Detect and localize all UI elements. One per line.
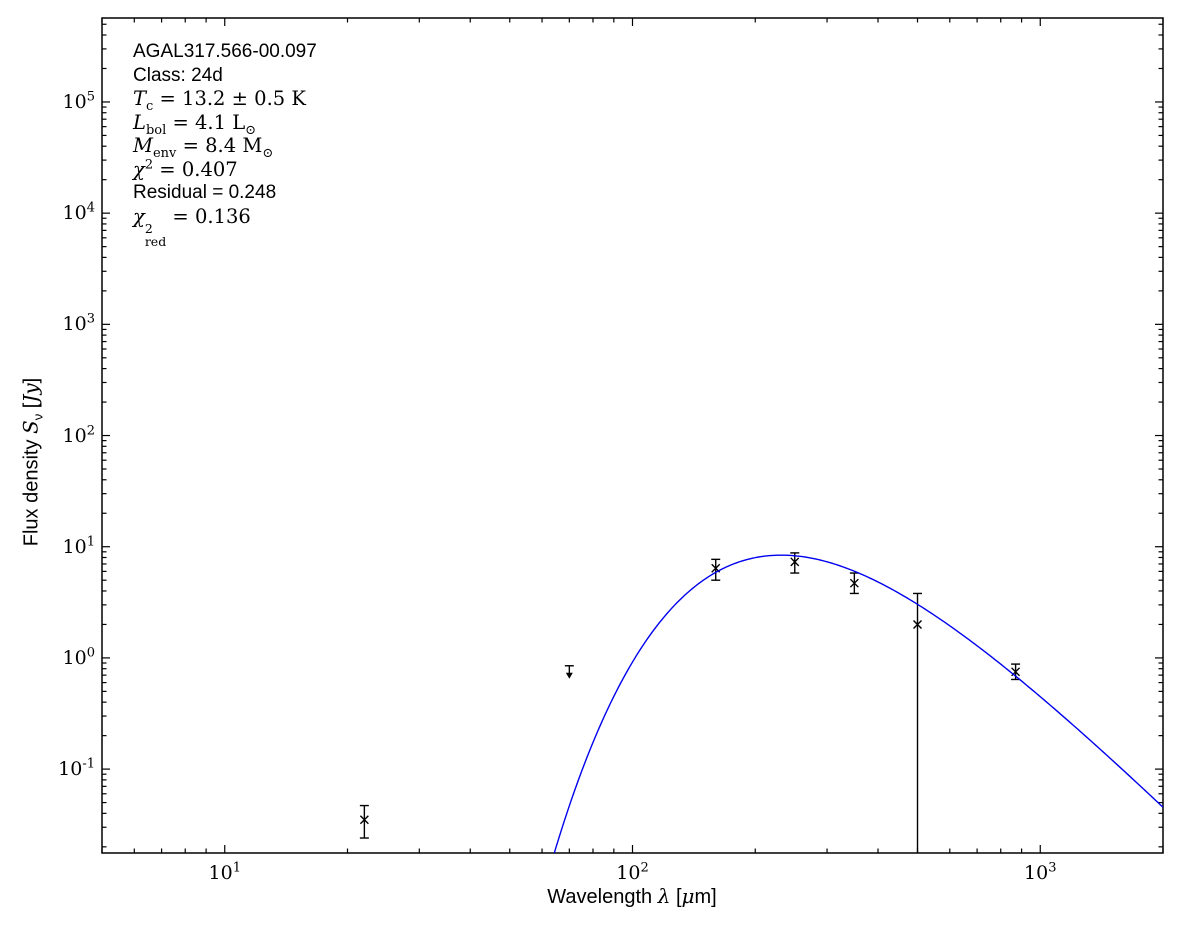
upper-limit-arrow-icon — [565, 672, 573, 679]
annotation-line: χ2 = 0.407 — [133, 157, 238, 181]
plot-frame — [101, 17, 1164, 854]
annotation-line: χ 2 red = 0.136 — [133, 204, 251, 250]
data-layer — [359, 552, 1163, 853]
y-tick-label: 104 — [62, 200, 95, 225]
y-tick-label: 100 — [62, 645, 95, 669]
fit-parameters-annotation: AGAL317.566-00.097 Class: 24d Tc = 13.2 ± … — [133, 40, 317, 248]
data-series-photometry — [359, 552, 1021, 853]
y-tick-label: 10-1 — [58, 756, 95, 781]
data-point-870um — [1011, 663, 1021, 681]
x-axis-label: Wavelength λ [μm] — [547, 884, 717, 908]
model-curve-greybody — [553, 554, 1163, 853]
data-point-350um — [849, 572, 859, 595]
annotation-line: AGAL317.566-00.097 — [133, 41, 317, 62]
y-axis-label: Flux density Sν [Jy] — [18, 377, 46, 547]
y-tick-label: 102 — [62, 423, 95, 447]
annotation-line: Residual = 0.248 — [133, 182, 277, 203]
x-tick-label: 103 — [1024, 860, 1057, 884]
data-point-500um — [913, 592, 923, 853]
y-tick-label: 101 — [62, 534, 95, 558]
y-tick-label: 105 — [62, 89, 95, 113]
annotation-line: Class: 24d — [133, 64, 223, 86]
annotation-line: Lbol = 4.1 L⊙ — [133, 110, 257, 138]
data-point-22um — [359, 804, 369, 839]
data-point-70um — [564, 665, 574, 679]
y-tick-label: 103 — [62, 312, 95, 336]
x-tick-label: 101 — [208, 860, 241, 884]
annotation-line: Tc = 13.2 ± 0.5 K — [133, 87, 306, 114]
data-point-160um — [711, 558, 721, 581]
annotation-line: Menv = 8.4 M⊙ — [133, 134, 274, 161]
x-tick-label: 102 — [616, 860, 649, 884]
